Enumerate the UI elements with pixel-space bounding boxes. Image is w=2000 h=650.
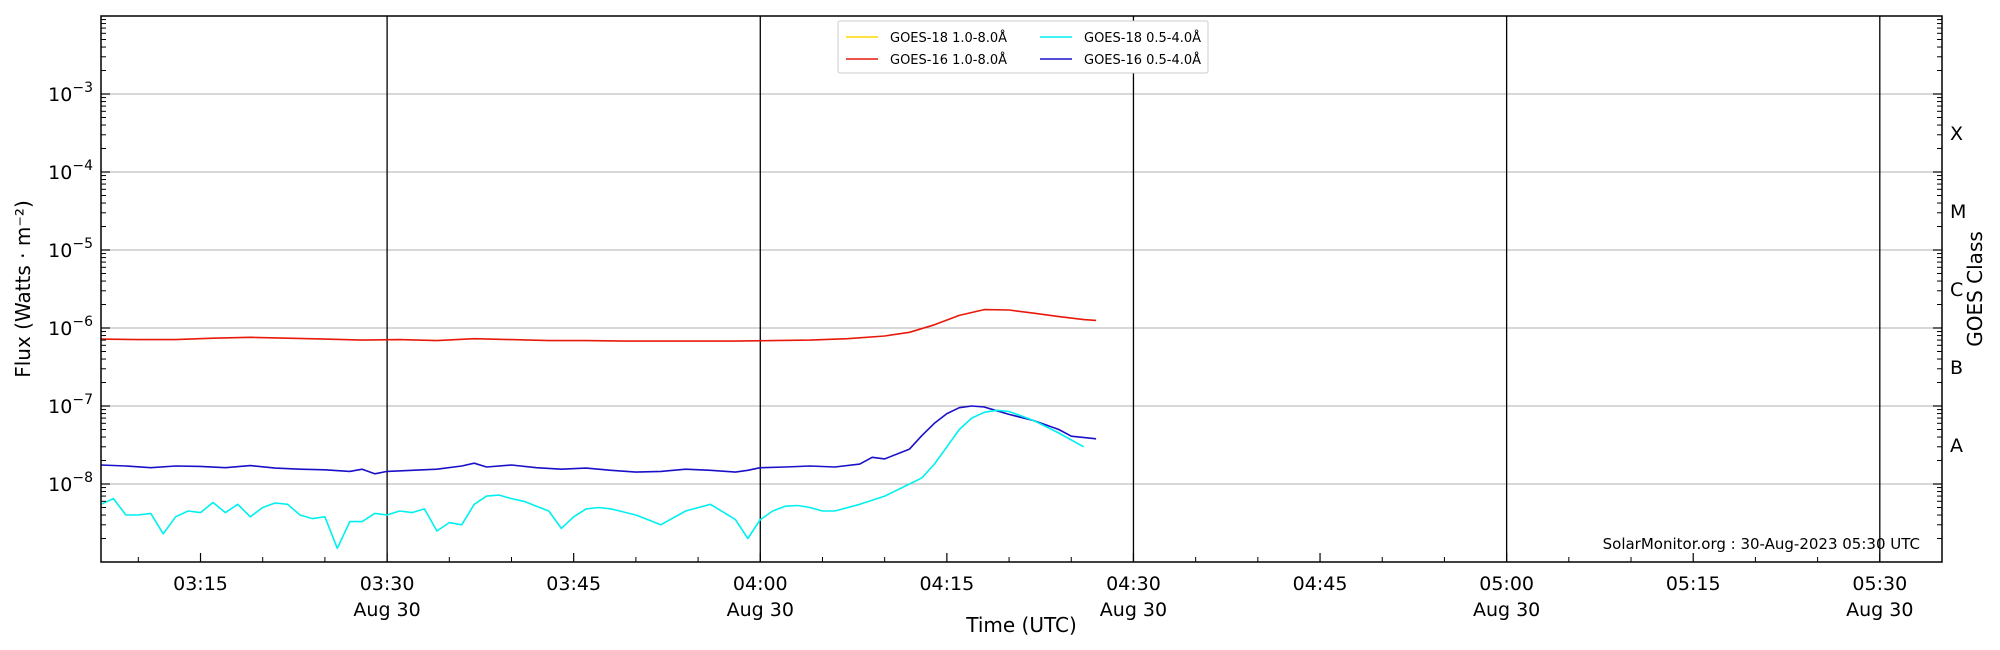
legend-label: GOES-18 0.5-4.0Å bbox=[1084, 30, 1201, 46]
x-tick-label: 05:00 bbox=[1479, 573, 1534, 595]
legend-label: GOES-16 1.0-8.0Å bbox=[890, 52, 1007, 68]
x-tick-label: 03:30 bbox=[360, 573, 415, 595]
goes-class-axis-title: GOES Class bbox=[1963, 231, 1987, 347]
goes-class-label: M bbox=[1950, 201, 1966, 223]
y-tick-exponent: −6 bbox=[72, 314, 93, 330]
legend-box bbox=[837, 20, 1209, 74]
y-tick-base: 10 bbox=[48, 318, 72, 340]
y-tick-exponent: −3 bbox=[72, 80, 93, 96]
goes-class-label: X bbox=[1950, 123, 1963, 145]
credit-text: SolarMonitor.org : 30-Aug-2023 05:30 UTC bbox=[1603, 535, 1920, 553]
x-tick-date: Aug 30 bbox=[727, 599, 794, 621]
x-tick-date: Aug 30 bbox=[1846, 599, 1913, 621]
y-tick-label: 10−8 bbox=[48, 470, 93, 496]
x-tick-label: 05:15 bbox=[1666, 573, 1721, 595]
plot-frame bbox=[100, 15, 1943, 563]
y-tick-label: 10−3 bbox=[48, 80, 93, 106]
series-line-1 bbox=[100, 405, 1097, 475]
y-tick-label: 10−6 bbox=[48, 314, 93, 340]
legend-label: GOES-16 0.5-4.0Å bbox=[1084, 52, 1201, 68]
legend-label: GOES-18 1.0-8.0Å bbox=[890, 30, 1007, 46]
y-tick-exponent: −7 bbox=[72, 392, 93, 408]
y-tick-base: 10 bbox=[48, 474, 72, 496]
x-tick-label: 05:30 bbox=[1852, 573, 1907, 595]
x-tick-date: Aug 30 bbox=[1473, 599, 1540, 621]
y-tick-exponent: −5 bbox=[72, 236, 93, 252]
grid-layer bbox=[101, 93, 1942, 485]
y-tick-label: 10−4 bbox=[48, 158, 93, 184]
series-layer bbox=[100, 308, 1097, 550]
y-tick-base: 10 bbox=[48, 162, 72, 184]
y-axis-title: Flux (Watts · m⁻²) bbox=[11, 200, 35, 378]
x-tick-label: 04:00 bbox=[733, 573, 788, 595]
x-tick-date: Aug 30 bbox=[353, 599, 420, 621]
y-tick-label: 10−7 bbox=[48, 392, 93, 418]
goes-class-label: B bbox=[1950, 357, 1963, 379]
series-line-2 bbox=[100, 409, 1085, 550]
y-tick-exponent: −8 bbox=[72, 470, 93, 486]
x-tick-label: 04:45 bbox=[1293, 573, 1348, 595]
x-tick-label: 03:45 bbox=[546, 573, 601, 595]
vertical-lines-layer bbox=[386, 16, 1881, 562]
y-tick-base: 10 bbox=[48, 240, 72, 262]
goes-class-label: C bbox=[1950, 279, 1963, 301]
y-tick-base: 10 bbox=[48, 396, 72, 418]
x-tick-date: Aug 30 bbox=[1100, 599, 1167, 621]
legend: GOES-18 1.0-8.0Å GOES-16 1.0-8.0Å GOES-18 … bbox=[837, 20, 1209, 74]
x-tick-label: 04:30 bbox=[1106, 573, 1161, 595]
x-axis-title: Time (UTC) bbox=[965, 613, 1077, 637]
goes-class-label: A bbox=[1950, 435, 1963, 457]
y-tick-base: 10 bbox=[48, 84, 72, 106]
y-tick-exponent: −4 bbox=[72, 158, 93, 174]
x-tick-label: 03:15 bbox=[173, 573, 228, 595]
goes-class-labels: A B C M X bbox=[1950, 123, 1966, 457]
y-tick-label: 10−5 bbox=[48, 236, 93, 262]
x-tick-label: 04:15 bbox=[919, 573, 974, 595]
series-line-0 bbox=[100, 308, 1097, 342]
